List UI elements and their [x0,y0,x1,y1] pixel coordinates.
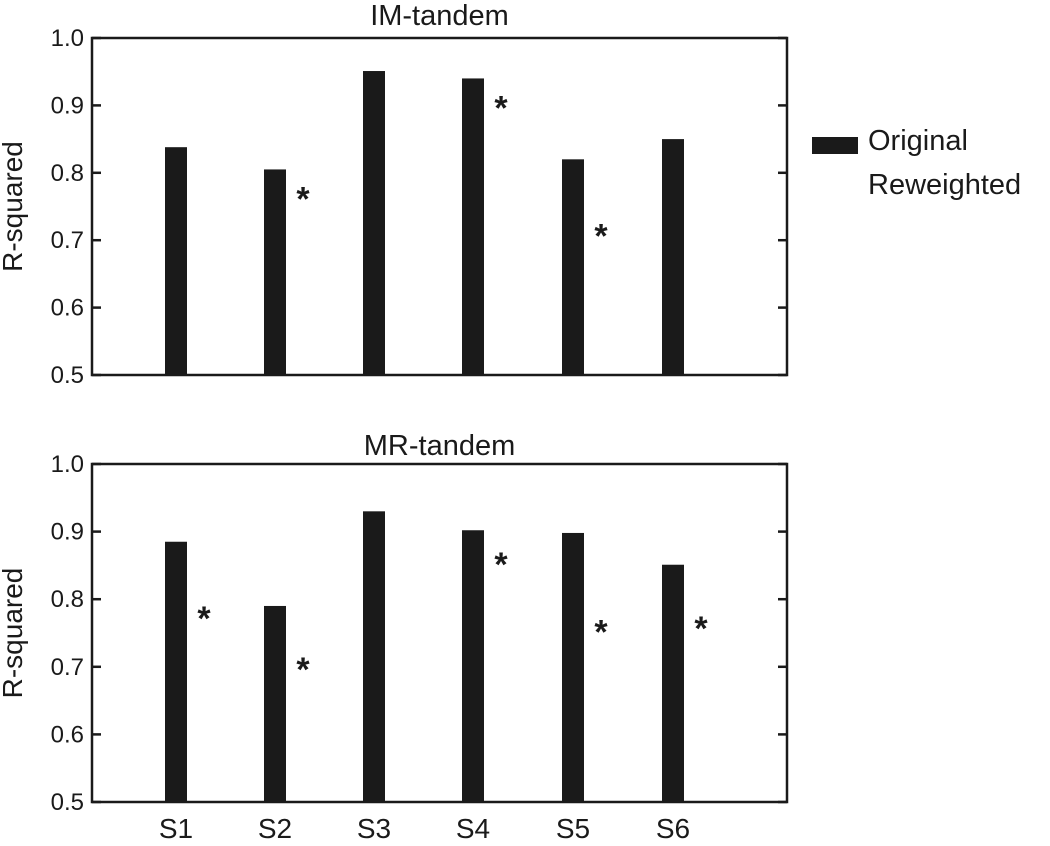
im-tandem-bar-s2 [264,169,286,375]
mr-tandem-ytick-label: 1.0 [51,451,84,478]
im-tandem-ytick-label: 0.7 [51,227,84,254]
chart-im-tandem: IM-tandem 0.5 0.6 0.7 0.8 0.9 1.0 R-squared * * * [0,0,789,389]
legend-swatch-original [812,137,858,154]
im-tandem-significance-star-s4: * [494,89,508,127]
im-tandem-significance-star-s5: * [594,217,608,255]
im-tandem-bar-s3 [363,71,385,375]
mr-tandem-ytick-label: 0.6 [51,721,84,748]
mr-tandem-bar-s5 [562,532,584,802]
im-tandem-bar-s1 [165,147,187,375]
im-tandem-significance-star-s2: * [296,180,310,218]
mr-tandem-xtick-label-s5: S5 [556,813,590,844]
im-tandem-ytick-label: 0.5 [51,362,84,389]
mr-tandem-bar-s6 [662,564,684,802]
mr-tandem-xtick-label-s6: S6 [656,813,690,844]
mr-tandem-xtick-label-s2: S2 [258,813,292,844]
im-tandem-bar-s6 [662,139,684,375]
im-tandem-title: IM-tandem [370,0,509,32]
mr-tandem-ytick-label: 0.5 [51,789,84,816]
mr-tandem-significance-star-s4: * [494,546,508,584]
mr-tandem-title: MR-tandem [364,430,516,462]
mr-tandem-ytick-label: 0.8 [51,586,84,613]
im-tandem-ytick-label: 1.0 [51,25,84,52]
legend-label-reweighted: Reweighted [868,169,1021,201]
mr-tandem-xtick-label-s4: S4 [456,813,490,844]
mr-tandem-xtick-label-s1: S1 [159,813,193,844]
chart-mr-tandem: MR-tandem 0.5 0.6 0.7 0.8 0.9 1.0 R-squared S1 S2… [0,430,789,844]
im-tandem-plot-frame [90,36,789,377]
im-tandem-ytick-label: 0.9 [51,92,84,119]
mr-tandem-significance-star-s6: * [694,610,708,648]
im-tandem-ytick-label: 0.8 [51,160,84,187]
mr-tandem-ytick-label: 0.7 [51,654,84,681]
mr-tandem-bar-s3 [363,511,385,802]
mr-tandem-significance-star-s2: * [296,651,310,689]
legend: Original Reweighted [812,125,1021,201]
legend-label-original: Original [868,125,968,157]
im-tandem-ylabel: R-squared [0,141,28,272]
mr-tandem-xtick-label-s3: S3 [357,813,391,844]
im-tandem-ytick-label: 0.6 [51,295,84,322]
mr-tandem-significance-star-s1: * [197,600,211,638]
mr-tandem-ylabel: R-squared [0,568,28,699]
im-tandem-bar-s5 [562,159,584,375]
mr-tandem-significance-star-s5: * [594,614,608,652]
mr-tandem-plot-frame [90,462,789,804]
mr-tandem-bar-s1 [165,541,187,802]
mr-tandem-ytick-label: 0.9 [51,519,84,546]
mr-tandem-bar-s2 [264,605,286,802]
mr-tandem-bar-s4 [462,530,484,802]
im-tandem-bar-s4 [462,78,484,375]
